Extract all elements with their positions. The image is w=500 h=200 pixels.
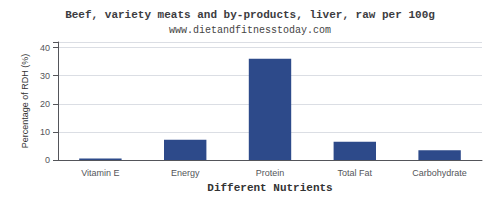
svg-text:0: 0 — [45, 155, 50, 165]
svg-text:20: 20 — [40, 99, 50, 109]
svg-text:10: 10 — [40, 127, 50, 137]
svg-text:Beef, variety meats and by-pro: Beef, variety meats and by-products, liv… — [65, 9, 435, 21]
svg-text:Vitamin E: Vitamin E — [81, 168, 119, 178]
svg-text:www.dietandfitnesstoday.com: www.dietandfitnesstoday.com — [169, 25, 331, 36]
svg-text:Percentage of RDH (%): Percentage of RDH (%) — [20, 54, 30, 149]
svg-text:Carbohydrate: Carbohydrate — [412, 168, 467, 178]
svg-text:30: 30 — [40, 71, 50, 81]
svg-text:Protein: Protein — [256, 168, 285, 178]
svg-text:Energy: Energy — [171, 168, 200, 178]
svg-text:40: 40 — [40, 43, 50, 53]
svg-text:Different Nutrients: Different Nutrients — [207, 182, 332, 194]
svg-text:Total Fat: Total Fat — [338, 168, 373, 178]
